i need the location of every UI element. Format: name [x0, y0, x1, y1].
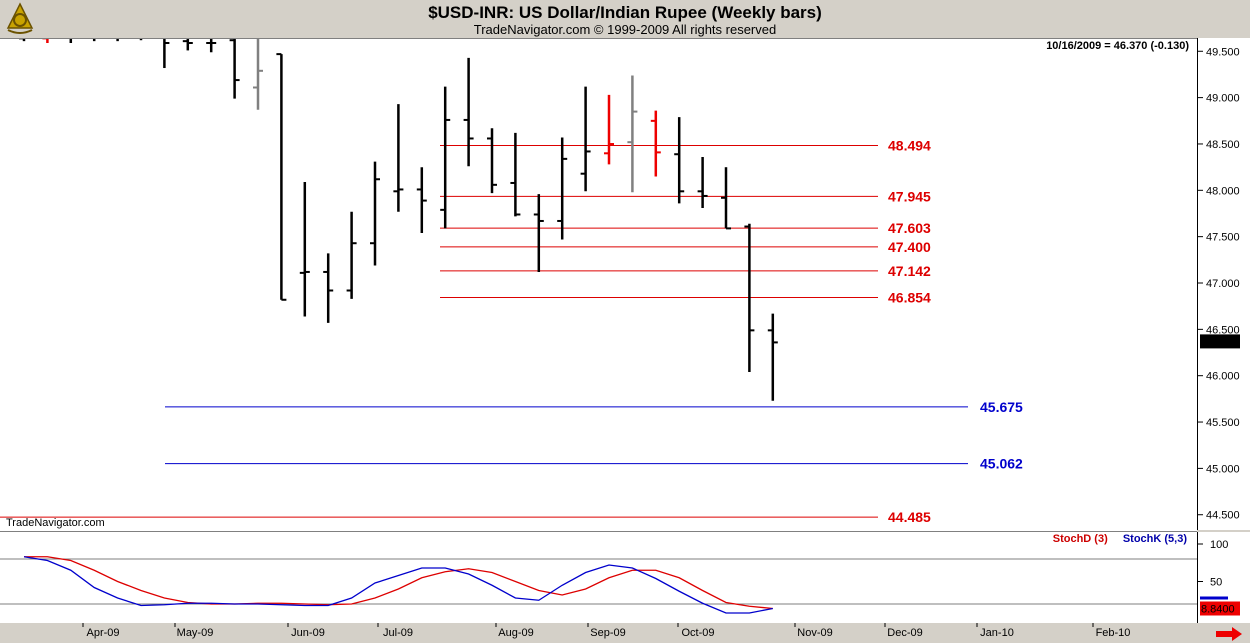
- arrow-right-icon[interactable]: [1216, 627, 1242, 641]
- stoch-series-line: [23, 556, 773, 614]
- price-tick-label: 45.000: [1206, 463, 1240, 475]
- ohlc-bar: [299, 182, 310, 317]
- stoch-last-box: [1200, 601, 1240, 616]
- level-label: 45.675: [980, 399, 1023, 415]
- date-tick-label: Feb-10: [1096, 627, 1131, 639]
- date-tick-label: Jul-09: [383, 627, 413, 639]
- ohlc-bar: [69, 39, 73, 43]
- ohlc-bar: [510, 132, 521, 217]
- price-chart: 48.494 47.945 47.603 47.400 47.142 46.854 45.6…: [0, 39, 1023, 525]
- sextant-icon: [4, 2, 36, 36]
- stoch-tick-label: 50: [1210, 577, 1222, 589]
- level-label: 48.494: [888, 138, 931, 154]
- date-tick-label: Sep-09: [590, 627, 625, 639]
- price-axis: 44.500 45.000 45.500 46.000 46.500 47.000 47.5…: [1197, 38, 1250, 530]
- ohlc-bar: [440, 86, 451, 229]
- last-price-box: [1200, 334, 1240, 349]
- price-tick-label: 48.500: [1206, 139, 1240, 151]
- ohlc-bar: [139, 39, 143, 41]
- ohlc-bar: [229, 39, 240, 99]
- ohlc-bar: [416, 167, 427, 234]
- legend-stochk: StochK (5,3): [1122, 533, 1187, 545]
- ohlc-bar: [19, 39, 26, 42]
- watermark-text: TradeNavigator.com: [6, 517, 105, 529]
- ohlc-bar: [323, 253, 334, 323]
- ohlc-bar: [42, 39, 49, 43]
- stochastic-legend: StochD (3) StochK (5,3): [1053, 533, 1187, 545]
- ohlc-bar: [253, 39, 263, 110]
- ohlc-bar: [650, 110, 661, 177]
- level-label: 47.142: [888, 263, 931, 279]
- ohlc-bar: [627, 75, 638, 193]
- date-tick-label: Nov-09: [797, 627, 832, 639]
- date-tick-label: Jun-09: [291, 627, 325, 639]
- price-tick-label: 47.500: [1206, 232, 1240, 244]
- ohlc-bar: [744, 223, 755, 373]
- date-tick-label: Jan-10: [980, 627, 1014, 639]
- level-label: 46.854: [888, 290, 931, 306]
- date-tick-label: Oct-09: [681, 627, 714, 639]
- date-tick-label: Apr-09: [86, 627, 119, 639]
- stochastic-axis: 50 100 8.8400: [1197, 532, 1250, 623]
- level-label: 44.485: [888, 509, 931, 525]
- price-tick-label: 47.000: [1206, 278, 1240, 290]
- ohlc-bar: [767, 313, 778, 401]
- ohlc-bar: [580, 86, 591, 192]
- last-price-info: 10/16/2009 = 46.370 (-0.130): [1046, 40, 1189, 52]
- price-panel[interactable]: 10/16/2009 = 46.370 (-0.130) TradeNaviga…: [0, 38, 1197, 532]
- ohlc-bar: [463, 57, 474, 167]
- ohlc-bar: [697, 157, 708, 208]
- level-label: 47.400: [888, 239, 931, 255]
- price-tick-label: 49.500: [1206, 46, 1240, 58]
- stochastic-axis-ticks: 50 100 8.8400: [1198, 539, 1240, 616]
- chart-title: $USD-INR: US Dollar/Indian Rupee (Weekly…: [428, 3, 822, 22]
- legend-stochd: StochD (3): [1052, 533, 1108, 545]
- stoch-last-label: 8.8400: [1201, 604, 1235, 616]
- price-tick-label: 44.500: [1206, 510, 1240, 522]
- last-price-label: 46.370: [1202, 336, 1236, 348]
- price-axis-ticks: 44.500 45.000 45.500 46.000 46.500 47.000 47.5…: [1198, 46, 1240, 522]
- stochastic-panel[interactable]: StochD (3) StochK (5,3): [0, 532, 1197, 624]
- date-tick-label: May-09: [177, 627, 214, 639]
- date-axis: Apr-09 May-09 Jun-09 Jul-09 Aug-09 Sep-09 Oct-…: [0, 623, 1250, 643]
- stochastic-chart: [0, 556, 1197, 614]
- ohlc-bar: [393, 104, 404, 212]
- ohlc-bar: [370, 161, 380, 266]
- level-label: 45.062: [980, 456, 1023, 472]
- level-label: 47.945: [888, 188, 931, 204]
- ohlc-bar: [604, 94, 614, 165]
- price-tick-label: 46.500: [1206, 324, 1240, 336]
- level-label: 47.603: [888, 220, 931, 236]
- ohlc-bar: [276, 53, 287, 301]
- stoch-tick-label: 100: [1210, 539, 1228, 551]
- ohlc-bar: [674, 117, 685, 204]
- ohlc-bar: [116, 39, 119, 42]
- date-tick-label: Aug-09: [498, 627, 533, 639]
- stoch-last-k-marker: [1200, 596, 1228, 600]
- ohlc-bar: [721, 167, 731, 230]
- price-tick-label: 49.000: [1206, 93, 1240, 105]
- date-axis-ticks: Apr-09 May-09 Jun-09 Jul-09 Aug-09 Sep-09 Oct-…: [82, 623, 1131, 639]
- stoch-series-line: [24, 556, 773, 610]
- ohlc-bar: [533, 194, 544, 272]
- price-tick-label: 48.000: [1206, 185, 1240, 197]
- ohlc-bar: [206, 39, 217, 53]
- ohlc-bar: [557, 137, 568, 240]
- ohlc-bar: [346, 211, 357, 299]
- ohlc-bar: [92, 39, 96, 42]
- ohlc-bar: [182, 39, 193, 51]
- ohlc-bar: [487, 128, 497, 194]
- date-tick-label: Dec-09: [887, 627, 922, 639]
- ohlc-bar: [163, 39, 170, 69]
- price-tick-label: 45.500: [1206, 417, 1240, 429]
- chart-subtitle: TradeNavigator.com © 1999-2009 All right…: [473, 22, 777, 37]
- price-tick-label: 46.000: [1206, 371, 1240, 383]
